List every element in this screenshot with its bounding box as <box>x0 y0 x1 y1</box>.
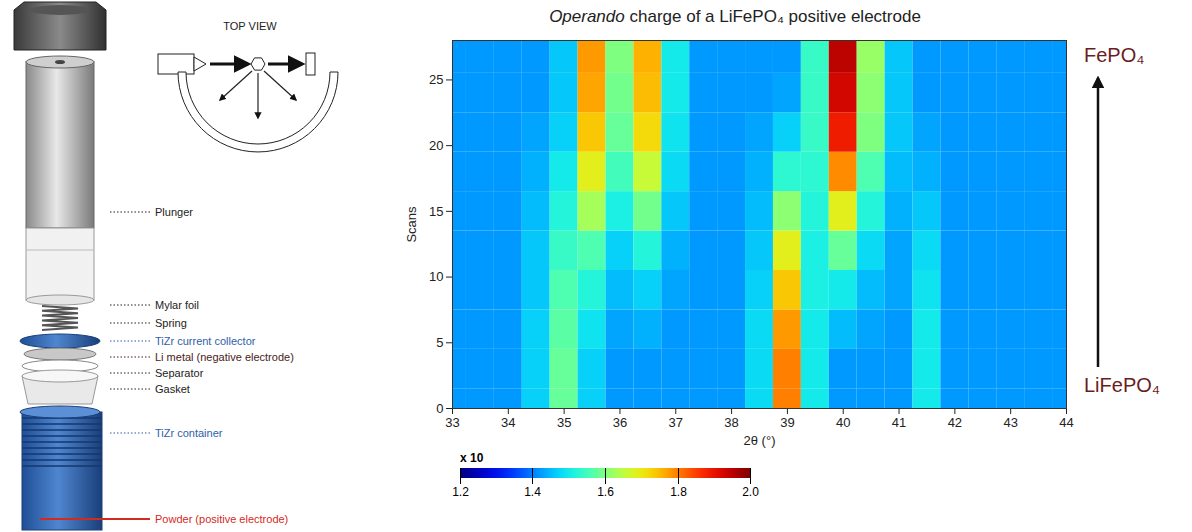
svg-text:0: 0 <box>436 401 443 416</box>
svg-text:TiZr container: TiZr container <box>155 427 223 439</box>
svg-text:Plunger: Plunger <box>155 206 193 218</box>
svg-text:1.2: 1.2 <box>452 485 469 499</box>
svg-text:x 10: x 10 <box>460 451 484 465</box>
svg-text:40: 40 <box>836 415 850 430</box>
html-text:LiFePO₄: LiFePO₄ <box>1084 374 1160 396</box>
svg-text:41: 41 <box>892 415 906 430</box>
svg-text:Powder (positive electrode): Powder (positive electrode) <box>155 513 288 525</box>
svg-text:39: 39 <box>780 415 794 430</box>
svg-text:36: 36 <box>613 415 627 430</box>
svg-text:25: 25 <box>429 72 443 87</box>
svg-text:1.8: 1.8 <box>670 485 687 499</box>
svg-text:10: 10 <box>429 269 443 284</box>
svg-text:Li metal (negative electrode): Li metal (negative electrode) <box>155 351 294 363</box>
svg-text:43: 43 <box>1003 415 1017 430</box>
svg-text:TOP VIEW: TOP VIEW <box>223 20 277 32</box>
svg-text:1.4: 1.4 <box>524 485 541 499</box>
svg-text:Scans: Scans <box>404 206 419 243</box>
svg-text:34: 34 <box>501 415 515 430</box>
svg-text:2.0: 2.0 <box>742 485 759 499</box>
svg-text:Mylar foil: Mylar foil <box>155 299 199 311</box>
html-text:Operando charge of a LiFePO₄ p: Operando charge of a LiFePO₄ positive el… <box>549 7 921 26</box>
svg-text:Separator: Separator <box>155 367 204 379</box>
svg-text:Spring: Spring <box>155 317 187 329</box>
svg-text:35: 35 <box>557 415 571 430</box>
svg-text:15: 15 <box>429 204 443 219</box>
svg-text:2θ (°): 2θ (°) <box>744 433 776 448</box>
svg-text:44: 44 <box>1059 415 1073 430</box>
svg-text:42: 42 <box>948 415 962 430</box>
svg-text:20: 20 <box>429 138 443 153</box>
svg-text:5: 5 <box>436 335 443 350</box>
svg-text:TiZr current collector: TiZr current collector <box>155 335 256 347</box>
svg-text:33: 33 <box>445 415 459 430</box>
html-text:FePO₄: FePO₄ <box>1084 44 1145 66</box>
svg-text:37: 37 <box>669 415 683 430</box>
svg-text:38: 38 <box>724 415 738 430</box>
svg-text:Gasket: Gasket <box>155 383 190 395</box>
svg-text:1.6: 1.6 <box>597 485 614 499</box>
